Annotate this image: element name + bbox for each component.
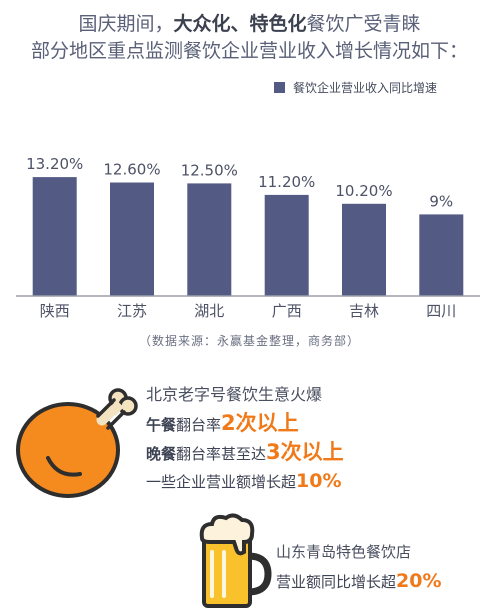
qingdao-info-block: 山东青岛特色餐饮店 营业额同比增长超20% [276, 538, 442, 596]
data-label: 13.20% [26, 155, 83, 173]
qingdao-revenue-highlight: 20% [396, 570, 442, 592]
qingdao-revenue-line: 营业额同比增长超20% [276, 567, 442, 596]
bar-group: 13.20% 陕西 12.60% 江苏 12.50% 湖北 11.20% 广西 10.20% 吉林… [26, 155, 464, 320]
data-label: 10.20% [335, 182, 392, 200]
headline-bold: 大众化、特色化 [173, 13, 307, 35]
data-label: 12.50% [181, 161, 238, 179]
lunch-text: 翻台率 [176, 416, 222, 434]
bar-广西 [264, 194, 309, 296]
bar-吉林 [342, 203, 386, 296]
bar-陕西 [32, 177, 77, 296]
category-tick-label: 广西 [272, 302, 302, 320]
legend-swatch [274, 82, 285, 93]
headline-line-2: 部分地区重点监测餐饮企业营业收入增长情况如下： [30, 40, 468, 62]
beijing-info-block: 北京老字号餐饮生意火爆 午餐翻台率2次以上 晚餐翻台率甚至达3次以上 一些企业营… [146, 380, 344, 496]
chicken-drumstick-icon [16, 388, 138, 498]
legend-label: 餐饮企业营业收入同比增速 [293, 80, 437, 95]
category-tick-label: 吉林 [349, 302, 379, 320]
dinner-label: 晚餐 [146, 445, 177, 463]
headline-prefix: 国庆期间， [78, 13, 174, 35]
headline-line-1: 国庆期间，大众化、特色化餐饮广受青睐 [0, 9, 499, 36]
chart-legend: 餐饮企业营业收入同比增速 [274, 80, 437, 95]
bar-湖北 [187, 183, 232, 296]
dinner-highlight: 3次以上 [266, 440, 344, 464]
revenue-line: 一些企业营业额增长超10% [146, 467, 344, 496]
bar-chart: 餐饮企业营业收入同比增速 13.20% 陕西 12.60% 江苏 12.50% 湖北 11.… [16, 80, 480, 320]
data-source-note: （数据来源：永赢基金整理，商务部） [138, 334, 360, 348]
category-tick-label: 湖北 [194, 302, 224, 320]
headline-suffix: 餐饮广受青睐 [306, 13, 421, 35]
category-tick-label: 江苏 [117, 302, 147, 320]
revenue-text: 一些企业营业额增长超 [146, 473, 297, 491]
data-label: 9% [429, 192, 453, 210]
dinner-line: 晚餐翻台率甚至达3次以上 [146, 438, 344, 467]
category-tick-label: 四川 [426, 302, 456, 320]
beer-mug-icon [199, 513, 272, 608]
data-label: 12.60% [103, 161, 160, 179]
lunch-label: 午餐 [146, 416, 177, 434]
beijing-title: 北京老字号餐饮生意火爆 [146, 385, 323, 404]
bar-江苏 [110, 182, 154, 296]
qingdao-title: 山东青岛特色餐饮店 [276, 543, 412, 561]
revenue-highlight: 10% [296, 470, 342, 492]
data-label: 11.20% [258, 173, 315, 191]
qingdao-revenue-text: 营业额同比增长超 [276, 573, 397, 591]
category-tick-label: 陕西 [40, 302, 70, 320]
lunch-line: 午餐翻台率2次以上 [146, 409, 344, 438]
dinner-text: 翻台率甚至达 [176, 445, 267, 463]
lunch-highlight: 2次以上 [221, 411, 299, 435]
bar-四川 [419, 214, 464, 296]
